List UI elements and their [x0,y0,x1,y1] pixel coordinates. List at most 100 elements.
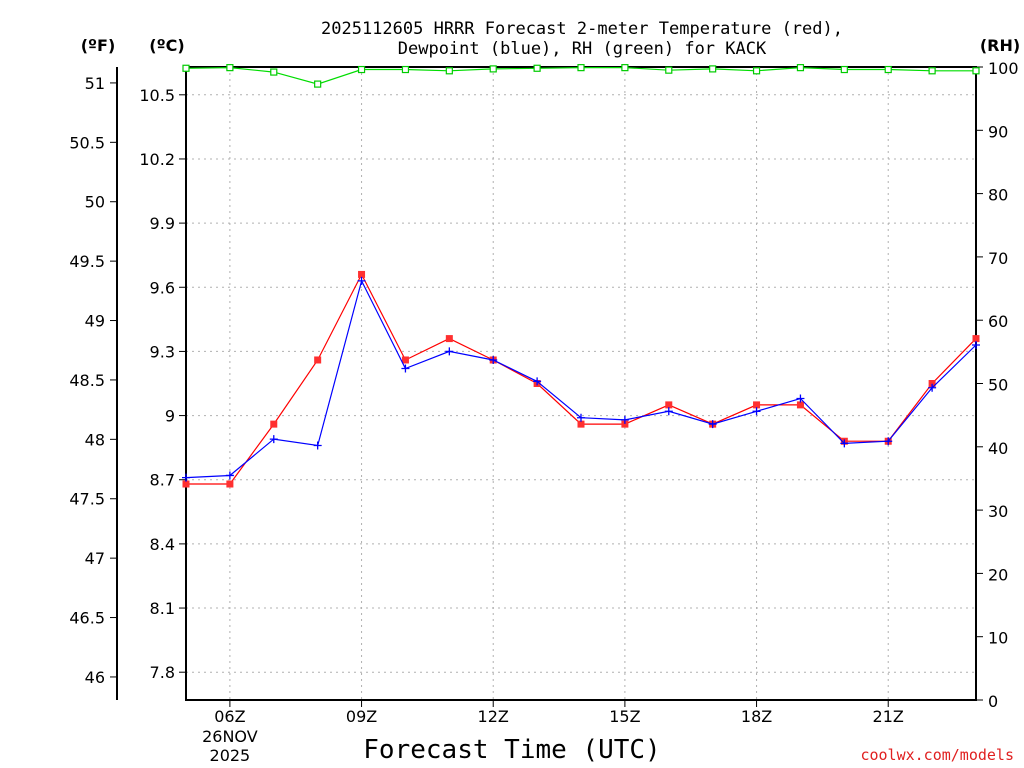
celsius-tick-label: 9 [165,407,175,426]
rh-point [577,64,585,72]
temperature-point [226,480,234,488]
fahrenheit-tick-label: 50 [85,193,105,212]
fahrenheit-tick-label: 51 [85,74,105,93]
rh-tick-label: 80 [988,186,1008,205]
rh-tick-label: 50 [988,376,1008,395]
rh-tick-label: 10 [988,629,1008,648]
celsius-tick-label: 9.6 [150,278,175,297]
x-year-label: 2025 [210,746,251,765]
axes [110,66,983,707]
celsius-unit-label: (ºC) [149,36,184,55]
temperature-point [972,335,980,343]
x-axis-title: Forecast Time (UTC) [363,735,660,765]
dewpoint-point [445,347,454,356]
celsius-tick-label: 10.2 [139,150,175,169]
temperature-point [928,380,936,387]
fahrenheit-tick-label: 46.5 [69,609,105,628]
rh-tick-label: 40 [988,439,1008,458]
dewpoint-point [752,407,761,416]
dewpoint-point [796,394,805,403]
rh-tick-label: 0 [988,692,998,711]
rh-point [972,67,980,75]
dewpoint-point [884,437,893,446]
fahrenheit-tick-label: 50.5 [69,133,105,152]
dewpoint-point [313,441,322,450]
temperature-point [401,356,409,364]
fahrenheit-tick-label: 46 [85,668,105,687]
temperature-point [621,420,629,428]
x-tick-label: 15Z [609,707,640,726]
rh-point [401,65,410,74]
rh-point [665,66,673,74]
dewpoint-point [357,276,366,285]
rh-point [270,68,278,76]
dewpoint-point [533,377,542,386]
dewpoint-point [840,439,849,448]
dewpoint-point [489,355,498,364]
temperature-point [753,401,761,409]
grid-lines [186,67,976,700]
rh-point [796,64,805,72]
dewpoint-point [620,415,629,424]
rh-tick-label: 90 [988,122,1008,141]
dewpoint-point [708,420,717,429]
celsius-tick-label: 10.5 [139,86,175,105]
rh-point [709,65,717,73]
celsius-tick-label: 8.7 [150,471,175,490]
rh-unit-label: (RH) [980,36,1020,55]
rh-point [182,64,190,72]
x-tick-label: 12Z [478,707,509,726]
rh-point [445,67,453,75]
dewpoint-point [664,407,673,416]
temperature-point [577,420,585,428]
celsius-tick-label: 9.3 [150,342,175,361]
x-date-label: 26NOV [202,727,258,746]
data-series [182,64,980,488]
rh-point [752,67,761,75]
rh-point [357,65,366,74]
plot-frame [185,66,977,701]
rh-point [840,65,848,74]
rh-point [884,65,892,74]
rh-tick-label: 20 [988,565,1008,584]
fahrenheit-tick-label: 47 [85,549,105,568]
dewpoint-point [577,413,585,422]
temperature-point [665,401,673,409]
rh-tick-label: 100 [988,59,1019,78]
dewpoint-point [225,471,234,480]
fahrenheit-tick-label: 48.5 [69,371,105,390]
dewpoint-point [401,364,410,373]
x-tick-label: 18Z [741,707,772,726]
x-tick-label: 21Z [873,707,904,726]
temperature-point [358,270,366,278]
x-tick-label: 09Z [346,707,377,726]
temperature-point [445,335,453,343]
temperature-point [314,356,322,364]
site-credit: coolwx.com/models [860,746,1014,764]
rh-point [928,67,936,75]
temperature-line [186,273,977,485]
dewpoint-point [269,435,278,444]
rh-point [226,64,234,72]
rh-tick-label: 70 [988,249,1008,268]
rh-point [489,65,497,73]
dewpoint-point [928,383,937,392]
rh-tick-label: 60 [988,312,1008,331]
temperature-point [270,420,278,428]
fahrenheit-tick-label: 48 [85,430,105,449]
dewpoint-point [182,473,190,482]
rh-point [533,64,541,72]
fahrenheit-tick-label: 49.5 [69,252,105,271]
celsius-tick-label: 7.8 [150,663,175,682]
rh-point [314,80,322,88]
fahrenheit-tick-label: 47.5 [69,490,105,509]
chart-title-line1: 2025112605 HRRR Forecast 2-meter Tempera… [321,19,843,39]
x-tick-label: 06Z [214,707,245,726]
dewpoint-point [972,341,980,350]
temperature-point [796,401,804,409]
fahrenheit-tick-label: 49 [85,312,105,331]
celsius-tick-label: 8.1 [150,599,175,618]
fahrenheit-unit-label: (ºF) [81,36,116,55]
